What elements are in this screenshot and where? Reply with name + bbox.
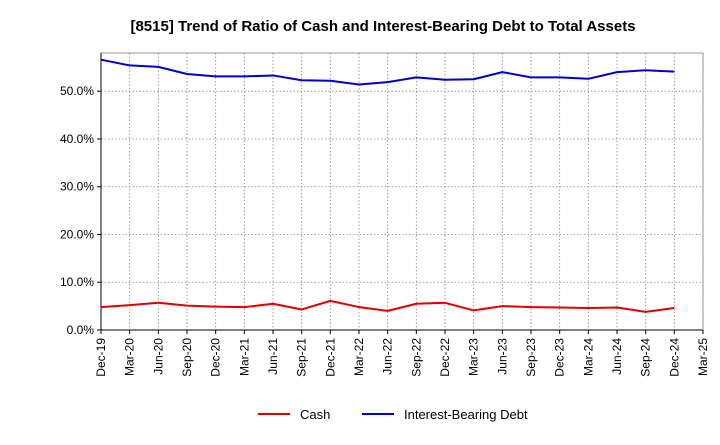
x-tick-label: Dec-24 bbox=[667, 338, 681, 377]
x-tick-label: Mar-23 bbox=[467, 338, 481, 376]
legend-label-interest-bearing-debt: Interest-Bearing Debt bbox=[404, 407, 528, 422]
x-axis: Dec-19 Mar-20 Jun-20 Sep-20 Dec-20 Mar-21 Jun-… bbox=[94, 330, 710, 377]
x-tick-label: Sep-23 bbox=[524, 338, 538, 377]
y-tick-label: 0.0% bbox=[67, 323, 95, 337]
grid-lines bbox=[100, 53, 704, 331]
x-tick-label: Jun-20 bbox=[151, 338, 165, 375]
plot-area bbox=[100, 52, 704, 331]
series-line-cash bbox=[100, 299, 675, 313]
x-tick-label: Jun-22 bbox=[381, 338, 395, 375]
y-axis: 0.0% 10.0% 20.0% 30.0% 40.0% 50.0% bbox=[60, 84, 101, 337]
y-tick-label: 50.0% bbox=[60, 84, 94, 98]
x-tick-label: Mar-22 bbox=[352, 338, 366, 376]
x-tick-label: Dec-21 bbox=[323, 338, 337, 377]
x-tick-label: Mar-21 bbox=[237, 338, 251, 376]
x-tick-label: Sep-24 bbox=[639, 338, 653, 377]
x-tick-label: Jun-24 bbox=[610, 338, 624, 375]
x-tick-label: Sep-20 bbox=[180, 338, 194, 377]
chart-title: [8515] Trend of Ratio of Cash and Intere… bbox=[130, 18, 635, 35]
series-line-interest-bearing-debt bbox=[100, 58, 675, 86]
x-tick-label: Dec-22 bbox=[438, 338, 452, 377]
x-tick-label: Mar-20 bbox=[123, 338, 137, 376]
y-tick-label: 40.0% bbox=[60, 132, 94, 146]
y-tick-label: 20.0% bbox=[60, 227, 94, 241]
x-tick-label: Sep-22 bbox=[409, 338, 423, 377]
x-tick-label: Dec-19 bbox=[94, 338, 108, 377]
x-tick-label: Dec-20 bbox=[209, 338, 223, 377]
y-tick-label: 30.0% bbox=[60, 180, 94, 194]
x-tick-label: Mar-25 bbox=[696, 338, 710, 376]
x-tick-label: Jun-21 bbox=[266, 338, 280, 375]
series-lines bbox=[100, 58, 675, 313]
x-tick-label: Mar-24 bbox=[581, 338, 595, 376]
x-tick-label: Dec-23 bbox=[553, 338, 567, 377]
plot-border bbox=[100, 52, 704, 331]
legend-label-cash: Cash bbox=[300, 407, 330, 422]
x-tick-label: Sep-21 bbox=[295, 338, 309, 377]
x-tick-label: Jun-23 bbox=[495, 338, 509, 375]
legend: Cash Interest-Bearing Debt bbox=[258, 407, 528, 422]
y-tick-label: 10.0% bbox=[60, 275, 94, 289]
